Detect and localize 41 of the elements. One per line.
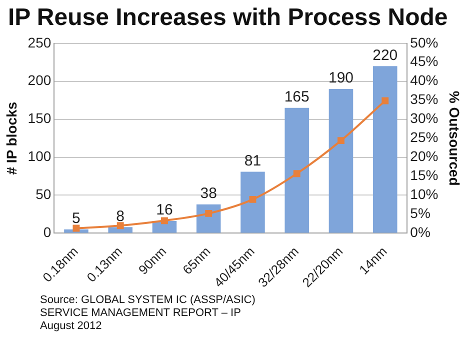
y-tick-label: 250 [28, 34, 52, 50]
data-label: 38 [200, 184, 217, 202]
bar [240, 172, 265, 233]
y2-tick-label: 50% [410, 34, 438, 50]
point [382, 97, 389, 104]
chart-title: IP Reuse Increases with Process Node [7, 3, 449, 32]
data-label: 190 [328, 70, 354, 87]
y-tick-label: 150 [28, 110, 52, 126]
y2-tick-label: 25% [410, 129, 438, 146]
bar [372, 66, 398, 233]
y2-tick-label: 0% [410, 224, 430, 240]
y-tick-label: 0 [43, 224, 52, 240]
data-label: 8 [116, 208, 125, 225]
y2-tick-label: 40% [410, 72, 438, 88]
point [249, 196, 256, 203]
point [205, 210, 212, 217]
data-label: 5 [72, 210, 80, 228]
y2-tick-label: 15% [410, 167, 438, 184]
y2-tick-label: 30% [410, 110, 438, 126]
data-label: 81 [244, 152, 262, 170]
y-axis-title: # IP blocks [3, 102, 20, 175]
point [116, 222, 124, 230]
point [161, 217, 168, 224]
data-label: 16 [156, 202, 173, 219]
y2-axis-title: % Outsourced [446, 90, 463, 186]
source-note: Source: GLOBAL SYSTEM IC (ASSP/ASIC) SERVICE MANAGEMENT REPORT – IP August 2012 [39, 294, 256, 333]
bar [284, 108, 309, 233]
point [338, 137, 344, 144]
y-tick-label: 50 [36, 186, 52, 202]
point [72, 224, 80, 232]
bar [328, 88, 354, 233]
data-label: 220 [372, 46, 398, 64]
data-label: 165 [284, 88, 310, 106]
y2-tick-label: 5% [410, 205, 430, 222]
y2-tick-label: 35% [410, 91, 438, 108]
y2-tick-label: 10% [410, 186, 438, 202]
y2-tick-label: 20% [410, 148, 438, 164]
y-tick-label: 200 [28, 72, 52, 88]
point [293, 170, 300, 178]
y2-tick-label: 45% [410, 53, 438, 70]
y-tick-label: 100 [28, 148, 52, 164]
